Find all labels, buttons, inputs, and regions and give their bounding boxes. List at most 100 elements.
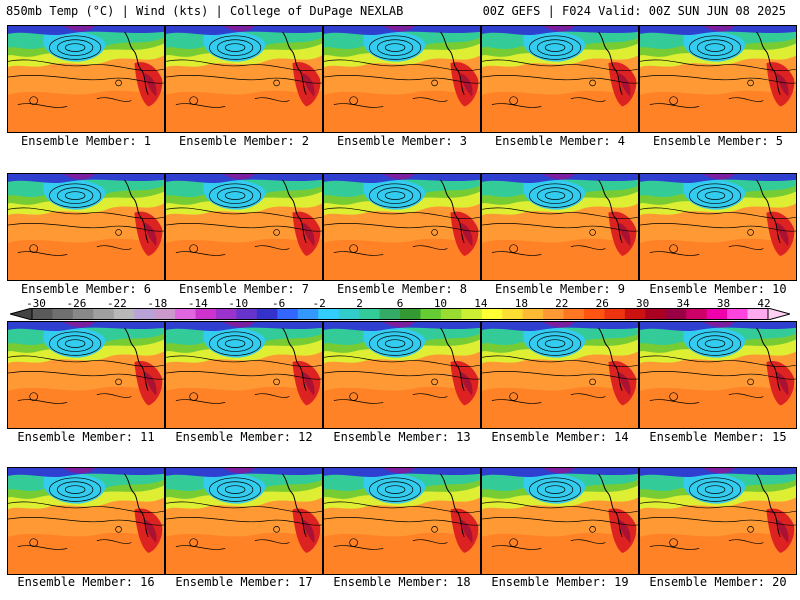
ensemble-member-caption: Ensemble Member: 20 xyxy=(649,575,787,589)
colorbar-swatch xyxy=(522,308,544,320)
ensemble-member-caption: Ensemble Member: 3 xyxy=(336,134,468,148)
ensemble-member-map xyxy=(7,25,165,133)
colorbar-swatch xyxy=(338,308,360,320)
colorbar-swatch xyxy=(604,308,626,320)
ensemble-member-caption: Ensemble Member: 15 xyxy=(649,430,787,444)
ensemble-member-map xyxy=(481,467,639,575)
colorbar-swatch xyxy=(359,308,381,320)
colorbar-tick-label: 22 xyxy=(555,297,569,310)
colorbar-swatch xyxy=(277,308,299,320)
colorbar-swatch xyxy=(93,308,115,320)
ensemble-member-caption: Ensemble Member: 10 xyxy=(649,282,787,296)
colorbar-swatch xyxy=(297,308,319,320)
colorbar-swatch xyxy=(481,308,503,320)
colorbar-tick-label: 38 xyxy=(716,297,731,310)
colorbar-swatch xyxy=(461,308,483,320)
colorbar-swatch xyxy=(52,308,74,320)
colorbar-swatch xyxy=(706,308,728,320)
colorbar-swatch xyxy=(72,308,94,320)
ensemble-member-map xyxy=(7,321,165,429)
colorbar-swatch xyxy=(400,308,421,320)
colorbar-swatch xyxy=(175,308,197,320)
ensemble-member-map xyxy=(165,173,323,281)
colorbar-border xyxy=(31,308,769,320)
ensemble-member-caption: Ensemble Member: 9 xyxy=(494,282,626,296)
ensemble-member-caption: Ensemble Member: 7 xyxy=(178,282,310,296)
ensemble-member-caption: Ensemble Member: 2 xyxy=(178,134,310,148)
ensemble-member-map xyxy=(481,173,639,281)
ensemble-member-caption: Ensemble Member: 13 xyxy=(333,430,471,444)
colorbar-swatch xyxy=(645,308,667,320)
colorbar-swatch xyxy=(686,308,708,320)
colorbar-swatch xyxy=(584,308,605,320)
colorbar-swatch xyxy=(216,308,237,320)
colorbar-tick-label: 14 xyxy=(474,297,488,310)
colorbar-tick-label: 18 xyxy=(514,297,528,310)
ensemble-member-caption: Ensemble Member: 18 xyxy=(333,575,471,589)
colorbar-tick-label: 30 xyxy=(636,297,650,310)
colorbar-swatch xyxy=(113,308,135,320)
map-title: 850mb Temp (°C) | Wind (kts) | College o… xyxy=(6,4,404,18)
colorbar-tick-label: -22 xyxy=(106,297,127,310)
colorbar-tick-label: -10 xyxy=(228,297,249,310)
colorbar-tick-label: -18 xyxy=(147,297,168,310)
ensemble-member-map xyxy=(323,467,481,575)
colorbar-tick-label: -6 xyxy=(272,297,286,310)
colorbar-max-arrow xyxy=(767,308,790,320)
colorbar-swatch xyxy=(32,308,53,320)
ensemble-member-caption: Ensemble Member: 11 xyxy=(17,430,155,444)
ensemble-member-map xyxy=(323,25,481,133)
colorbar-tick-label: 42 xyxy=(757,297,771,310)
colorbar-tick-label: 10 xyxy=(433,297,448,310)
colorbar-swatch xyxy=(727,308,749,320)
ensemble-member-caption: Ensemble Member: 4 xyxy=(494,134,626,148)
colorbar-swatch xyxy=(440,308,462,320)
colorbar-swatch xyxy=(154,308,176,320)
ensemble-member-map xyxy=(639,321,797,429)
colorbar-tick-label: -14 xyxy=(187,297,208,310)
ensemble-member-map xyxy=(323,321,481,429)
ensemble-member-caption: Ensemble Member: 5 xyxy=(652,134,784,148)
colorbar-tick-label: -30 xyxy=(26,297,46,310)
ensemble-member-caption: Ensemble Member: 14 xyxy=(491,430,629,444)
colorbar-swatch xyxy=(747,308,769,320)
run-info: 00Z GEFS | F024 Valid: 00Z SUN JUN 08 20… xyxy=(482,4,786,18)
colorbar-tick-label: -2 xyxy=(312,297,326,310)
colorbar-swatch xyxy=(318,308,340,320)
ensemble-member-map xyxy=(165,321,323,429)
ensemble-member-caption: Ensemble Member: 19 xyxy=(491,575,629,589)
ensemble-member-caption: Ensemble Member: 8 xyxy=(336,282,468,296)
colorbar-swatch xyxy=(195,308,217,320)
colorbar-tick-label: 2 xyxy=(356,297,363,310)
colorbar-swatch xyxy=(543,308,565,320)
ensemble-member-map xyxy=(165,25,323,133)
colorbar-tick-label: 6 xyxy=(396,297,404,310)
ensemble-member-map xyxy=(323,173,481,281)
colorbar-swatch xyxy=(134,308,156,320)
ensemble-member-map xyxy=(7,467,165,575)
colorbar-swatch xyxy=(624,308,646,320)
colorbar-swatch xyxy=(379,308,401,320)
ensemble-member-caption: Ensemble Member: 6 xyxy=(20,282,152,296)
colorbar-swatch xyxy=(236,308,258,320)
colorbar-swatch xyxy=(665,308,687,320)
ensemble-member-caption: Ensemble Member: 12 xyxy=(175,430,313,444)
ensemble-member-map xyxy=(481,321,639,429)
colorbar-tick-label: -26 xyxy=(66,297,87,310)
ensemble-member-caption: Ensemble Member: 1 xyxy=(20,134,152,148)
ensemble-member-map xyxy=(639,467,797,575)
temperature-colorbar xyxy=(10,308,790,320)
colorbar-tick-label: 26 xyxy=(595,297,609,310)
colorbar-swatch xyxy=(420,308,442,320)
ensemble-member-caption: Ensemble Member: 16 xyxy=(17,575,155,589)
ensemble-member-map xyxy=(165,467,323,575)
colorbar-swatch xyxy=(502,308,524,320)
colorbar-swatch xyxy=(256,308,278,320)
ensemble-member-map xyxy=(481,25,639,133)
ensemble-member-map xyxy=(7,173,165,281)
colorbar-tick-label: 34 xyxy=(676,297,690,310)
ensemble-member-map xyxy=(639,25,797,133)
ensemble-member-map xyxy=(639,173,797,281)
ensemble-member-caption: Ensemble Member: 17 xyxy=(175,575,313,589)
colorbar-swatch xyxy=(563,308,585,320)
